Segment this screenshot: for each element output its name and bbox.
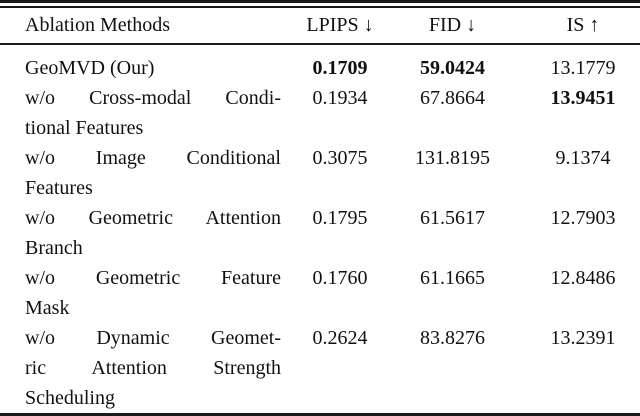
method-line: GeoMVD (Our) (25, 57, 155, 79)
table-row: GeoMVD (Our) 0.1709 59.0424 13.1779 (0, 44, 640, 83)
table: Ablation Methods LPIPS ↓ FID ↓ IS ↑ GeoM… (0, 8, 640, 413)
header-ablation-methods: Ablation Methods (0, 8, 285, 45)
method-line: Scheduling (25, 387, 115, 409)
method-line: w/o Geometric Feature (25, 267, 281, 289)
method-line: Features (25, 177, 93, 199)
fid-cell: 61.5617 (420, 207, 485, 229)
table-row: w/o Geometric Feature Mask 0.1760 61.166… (0, 263, 640, 323)
is-cell: 12.8486 (550, 267, 616, 289)
lpips-cell: 0.1760 (312, 267, 368, 289)
fid-cell: 59.0424 (420, 57, 485, 79)
table-header-row: Ablation Methods LPIPS ↓ FID ↓ IS ↑ (0, 8, 640, 45)
method-cell: w/o Image Conditional Features (0, 143, 285, 203)
table-top-rule (0, 0, 640, 8)
is-cell: 9.1374 (555, 147, 611, 169)
method-cell: w/o Dynamic Geomet- ric Attention Streng… (0, 323, 285, 413)
method-cell: w/o Cross-modal Condi- tional Features (0, 83, 285, 143)
method-line: tional Features (25, 117, 144, 139)
method-line: ric Attention Strength (25, 357, 281, 379)
fid-cell: 61.1665 (420, 267, 485, 289)
method-cell: w/o Geometric Feature Mask (0, 263, 285, 323)
table-row: w/o Geometric Attention Branch 0.1795 61… (0, 203, 640, 263)
method-cell: GeoMVD (Our) (0, 44, 285, 83)
method-line: w/o Image Conditional (25, 147, 281, 169)
fid-cell: 67.8664 (420, 87, 485, 109)
header-fid: FID ↓ (395, 8, 510, 45)
is-cell: 13.9451 (550, 87, 616, 109)
fid-cell: 83.8276 (420, 327, 485, 349)
lpips-cell: 0.1709 (312, 57, 368, 79)
table-bottom-rule (0, 413, 640, 416)
lpips-cell: 0.3075 (312, 147, 368, 169)
method-line: w/o Cross-modal Condi- (25, 87, 281, 109)
lpips-cell: 0.1934 (312, 87, 368, 109)
method-line: w/o Dynamic Geomet- (25, 327, 281, 349)
is-cell: 13.1779 (550, 57, 616, 79)
is-cell: 13.2391 (550, 327, 616, 349)
lpips-cell: 0.1795 (312, 207, 368, 229)
table-row: w/o Image Conditional Features 0.3075 13… (0, 143, 640, 203)
header-lpips: LPIPS ↓ (285, 8, 395, 45)
lpips-cell: 0.2624 (312, 327, 368, 349)
header-is: IS ↑ (510, 8, 640, 45)
fid-cell: 131.8195 (415, 147, 490, 169)
method-cell: w/o Geometric Attention Branch (0, 203, 285, 263)
table-row: w/o Dynamic Geomet- ric Attention Streng… (0, 323, 640, 413)
method-line: Mask (25, 297, 70, 319)
method-line: Branch (25, 237, 83, 259)
is-cell: 12.7903 (550, 207, 616, 229)
method-line: w/o Geometric Attention (25, 207, 281, 229)
table-row: w/o Cross-modal Condi- tional Features 0… (0, 83, 640, 143)
